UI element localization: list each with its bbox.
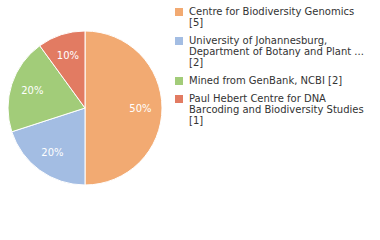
data-label: 20% (21, 85, 43, 96)
data-label: 50% (129, 103, 151, 114)
pie (8, 31, 162, 185)
pie-slice (40, 31, 85, 108)
legend-label-line: [1] (189, 115, 203, 126)
legend-item: University of Johannesburg,Department of… (175, 35, 364, 68)
legend-swatch (175, 37, 183, 45)
legend-item: Centre for Biodiversity Genomics[5] (175, 6, 354, 28)
legend-label-line: Barcoding and Biodiversity Studies (189, 104, 364, 115)
legend-swatch (175, 95, 183, 103)
legend-label-line: [2] (189, 57, 203, 68)
legend-label-line: Department of Botany and Plant ... (189, 46, 364, 57)
legend-label-line: Mined from GenBank, NCBI [2] (189, 75, 342, 86)
legend-label: Centre for Biodiversity Genomics[5] (189, 6, 354, 28)
chart: 50% 20% 20% 10% Centre for Biodiversity Geno… (0, 0, 380, 240)
legend-swatch (175, 77, 183, 85)
pie-slice (85, 31, 162, 185)
legend-label: Paul Hebert Centre for DNABarcoding and … (189, 93, 364, 126)
legend-label-line: University of Johannesburg, (189, 35, 327, 46)
legend-label: University of Johannesburg,Department of… (189, 35, 364, 68)
legend: Centre for Biodiversity Genomics[5] Unive… (175, 6, 364, 126)
legend-label-line: Centre for Biodiversity Genomics (189, 6, 354, 17)
data-label: 20% (41, 147, 63, 158)
legend-item: Paul Hebert Centre for DNABarcoding and … (175, 93, 364, 126)
legend-item: Mined from GenBank, NCBI [2] (175, 75, 342, 86)
data-label: 10% (57, 50, 79, 61)
legend-label-line: [5] (189, 17, 203, 28)
legend-label-line: Paul Hebert Centre for DNA (189, 93, 326, 104)
legend-swatch (175, 8, 183, 16)
legend-label: Mined from GenBank, NCBI [2] (189, 75, 342, 86)
data-labels: 50% 20% 20% 10% (21, 50, 151, 159)
